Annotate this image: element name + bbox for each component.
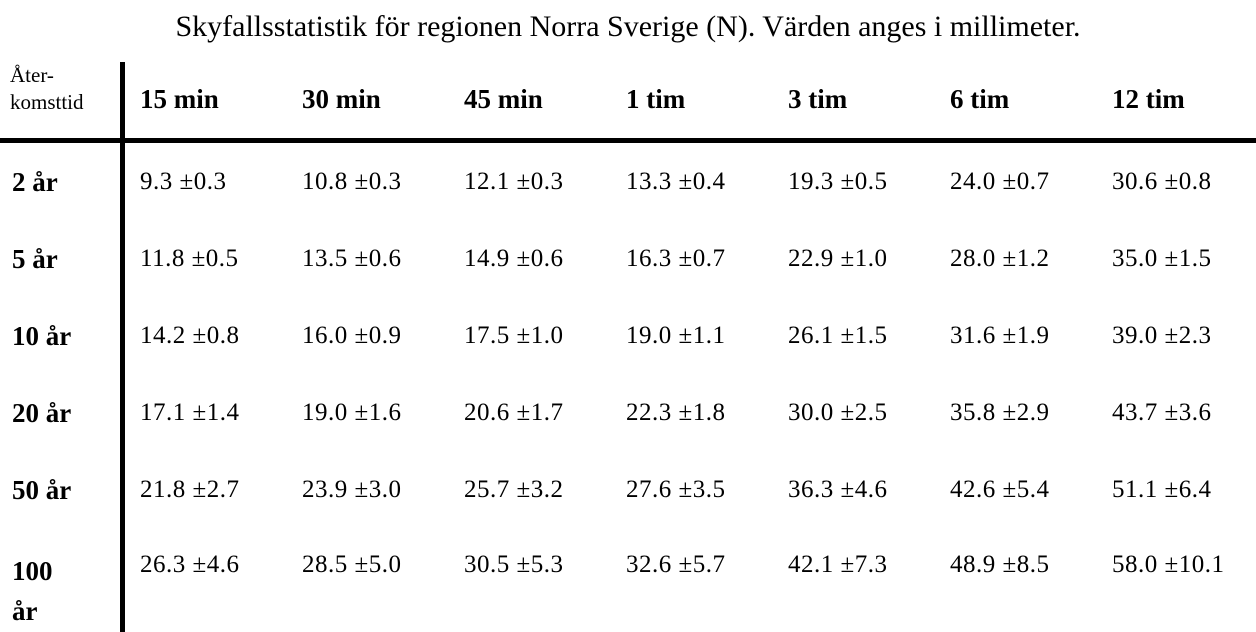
table-cell: 9.3 ±0.3 [140,167,227,195]
row-label: 5 år [12,243,58,274]
table-cell: 42.6 ±5.4 [950,475,1050,503]
column-header-15min: 15 min [140,83,219,114]
row-label: 20 år [12,397,72,428]
table-cell: 16.3 ±0.7 [626,244,726,272]
table-cell: 28.0 ±1.2 [950,244,1050,272]
table-cell: 14.9 ±0.6 [464,244,564,272]
column-header-1tim: 1 tim [626,83,686,114]
table-cell: 26.1 ±1.5 [788,321,888,349]
table-cell: 22.9 ±1.0 [788,244,888,272]
table-cell: 17.1 ±1.4 [140,398,240,426]
column-header-12tim: 12 tim [1112,83,1185,114]
table-cell: 10.8 ±0.3 [302,167,402,195]
table-cell: 19.3 ±0.5 [788,167,888,195]
table-row: 5 år 11.8 ±0.5 13.5 ±0.6 14.9 ±0.6 16.3 … [0,220,1256,297]
corner-header: Åter- komsttid [0,60,122,138]
column-header-3tim: 3 tim [788,83,848,114]
table-title: Skyfallsstatistik för regionen Norra Sve… [175,10,1081,43]
table-cell: 14.2 ±0.8 [140,321,240,349]
row-label: 50 år [12,474,72,505]
table-body: 2 år 9.3 ±0.3 10.8 ±0.3 12.1 ±0.3 13.3 ±… [0,143,1256,632]
corner-header-line1: Åter- [10,63,54,87]
table-cell: 35.0 ±1.5 [1112,244,1212,272]
table-cell: 51.1 ±6.4 [1112,475,1212,503]
column-header-45min: 45 min [464,83,543,114]
table-cell: 30.0 ±2.5 [788,398,888,426]
corner-header-line2: komsttid [10,90,84,114]
table-cell: 22.3 ±1.8 [626,398,726,426]
row-label: 10 år [12,320,72,351]
table-cell: 13.3 ±0.4 [626,167,726,195]
table-cell: 16.0 ±0.9 [302,321,402,349]
table-cell: 58.0 ±10.1 [1112,551,1225,578]
table-row: 50 år 21.8 ±2.7 23.9 ±3.0 25.7 ±3.2 27.6… [0,451,1256,528]
column-header-6tim: 6 tim [950,83,1010,114]
table-row: 100 år 26.3 ±4.6 28.5 ±5.0 30.5 ±5.3 32.… [0,528,1256,632]
table-cell: 30.5 ±5.3 [464,551,564,578]
table-row: 10 år 14.2 ±0.8 16.0 ±0.9 17.5 ±1.0 19.0… [0,297,1256,374]
table-cell: 43.7 ±3.6 [1112,398,1212,426]
table-cell: 20.6 ±1.7 [464,398,564,426]
rainfall-table: Åter- komsttid 15 min 30 min 45 min 1 ti… [0,60,1256,632]
table-header-row: Åter- komsttid 15 min 30 min 45 min 1 ti… [0,60,1256,138]
table-cell: 48.9 ±8.5 [950,551,1050,578]
header-divider-line [0,138,1256,143]
table-cell: 24.0 ±0.7 [950,167,1050,195]
row-label: 2 år [12,166,58,197]
table-cell: 42.1 ±7.3 [788,551,888,578]
table-cell: 32.6 ±5.7 [626,551,726,578]
table-cell: 36.3 ±4.6 [788,475,888,503]
column-header-30min: 30 min [302,83,381,114]
table-cell: 25.7 ±3.2 [464,475,564,503]
table-cell: 26.3 ±4.6 [140,551,240,578]
table-cell: 21.8 ±2.7 [140,475,240,503]
table-cell: 19.0 ±1.1 [626,321,726,349]
table-cell: 23.9 ±3.0 [302,475,402,503]
table-cell: 13.5 ±0.6 [302,244,402,272]
table-cell: 39.0 ±2.3 [1112,321,1212,349]
table-cell: 35.8 ±2.9 [950,398,1050,426]
table-cell: 27.6 ±3.5 [626,475,726,503]
table-cell: 11.8 ±0.5 [140,244,239,272]
table-cell: 17.5 ±1.0 [464,321,564,349]
table-row: 2 år 9.3 ±0.3 10.8 ±0.3 12.1 ±0.3 13.3 ±… [0,143,1256,220]
table-cell: 31.6 ±1.9 [950,321,1050,349]
table-cell: 28.5 ±5.0 [302,551,402,578]
table-cell: 30.6 ±0.8 [1112,167,1212,195]
table-cell: 12.1 ±0.3 [464,167,564,195]
row-label: 100 år [12,556,53,626]
table-cell: 19.0 ±1.6 [302,398,402,426]
table-row: 20 år 17.1 ±1.4 19.0 ±1.6 20.6 ±1.7 22.3… [0,374,1256,451]
vertical-divider-line [120,62,125,632]
